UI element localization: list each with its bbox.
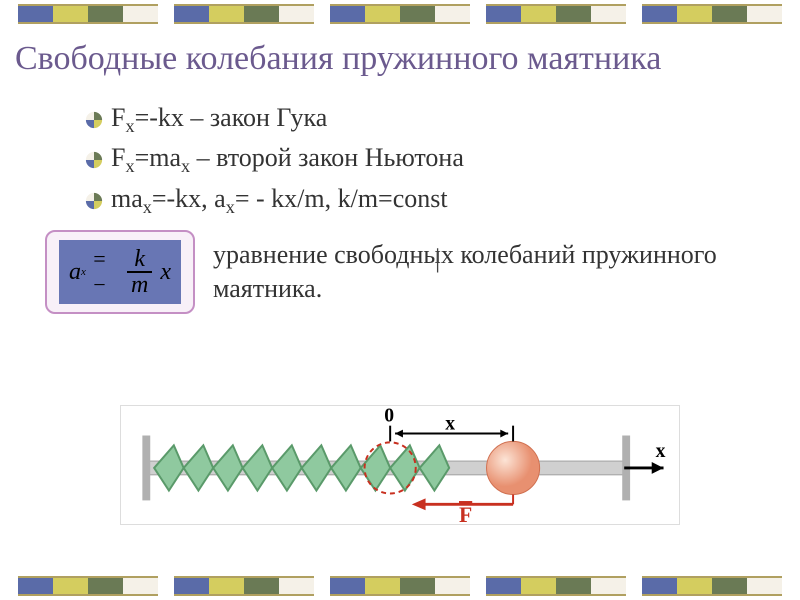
- slide-title: Свободные колебания пружинного маятника: [15, 38, 785, 81]
- axis-label: x: [656, 440, 666, 462]
- origin-label: 0: [384, 405, 394, 427]
- bullet-item: Fx=max – второй закон Ньютона: [85, 139, 785, 180]
- bullet-icon: [85, 151, 103, 169]
- bullet-list: Fx=-kx – закон Гука Fx=max – второй зако…: [85, 99, 785, 221]
- bullet-item: Fx=-kx – закон Гука: [85, 99, 785, 140]
- bottom-decorative-bar: [0, 572, 800, 600]
- force-label: F: [459, 503, 472, 525]
- spring-mass-diagram: 0 x x F: [120, 405, 680, 525]
- bullet-item: max=-kx, ax= - kx/m, k/m=const: [85, 180, 785, 221]
- bullet-icon: [85, 192, 103, 210]
- bullet-icon: [85, 111, 103, 129]
- top-decorative-bar: [0, 0, 800, 28]
- equation-label: уравнение свободных колебаний пружинного…: [213, 238, 785, 306]
- equation-box: ax = − k m x: [45, 230, 195, 314]
- x-label: x: [445, 413, 455, 435]
